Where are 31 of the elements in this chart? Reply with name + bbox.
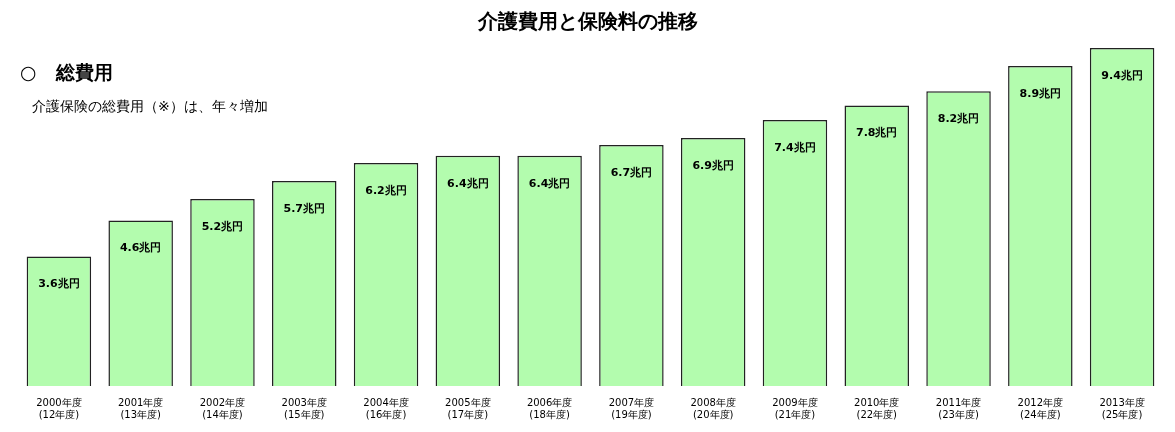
data-label: 7.4兆円 <box>774 140 816 154</box>
data-label: 6.9兆円 <box>692 158 734 172</box>
data-label: 4.6兆円 <box>119 241 162 255</box>
x-tick-label: 2003年度 (15年度) <box>281 396 327 420</box>
data-label: 5.7兆円 <box>283 201 325 215</box>
data-label: 7.8兆円 <box>856 126 898 140</box>
data-label: 6.4兆円 <box>447 176 489 190</box>
x-tick-label: 2006年度 (18年度) <box>526 396 573 420</box>
data-label: 3.6兆円 <box>38 277 80 291</box>
chart-title: 介護費用と保険料の推移 <box>476 8 699 35</box>
data-label: 6.2兆円 <box>365 183 407 197</box>
x-tick-label: 2009年度 (21年度) <box>772 396 818 420</box>
data-label: 8.9兆円 <box>1019 86 1062 100</box>
x-tick-label: 2007年度 (19年度) <box>608 396 655 420</box>
x-tick-label: 2000年度 (12年度) <box>36 396 82 420</box>
data-label: 5.2兆円 <box>201 219 244 233</box>
x-tick-label: 2012年度 (24年度) <box>1017 396 1064 420</box>
text: ○ 総費用 <box>20 60 113 85</box>
x-tick-label: 2010年度 (22年度) <box>854 396 900 420</box>
x-tick-label: 2005年度 (17年度) <box>445 396 491 420</box>
data-label: 8.2兆円 <box>937 112 980 126</box>
x-tick-label: 2001年度 (13年度) <box>117 396 164 420</box>
x-tick-label: 2008年度 (20年度) <box>690 396 736 420</box>
data-label: 6.7兆円 <box>610 165 653 179</box>
annotation: 介護保険の総費用（※）は、年々増加 <box>32 98 268 116</box>
data-label: 9.4兆円 <box>1101 68 1143 82</box>
x-tick-label: 2004年度 (16年度) <box>363 396 409 420</box>
data-label: 6.4兆円 <box>528 176 571 190</box>
x-tick-label: 2011年度 (23年度) <box>935 396 982 420</box>
x-tick-label: 2002年度 (14年度) <box>199 396 246 420</box>
x-tick-label: 2013年度 (25年度) <box>1099 396 1145 420</box>
